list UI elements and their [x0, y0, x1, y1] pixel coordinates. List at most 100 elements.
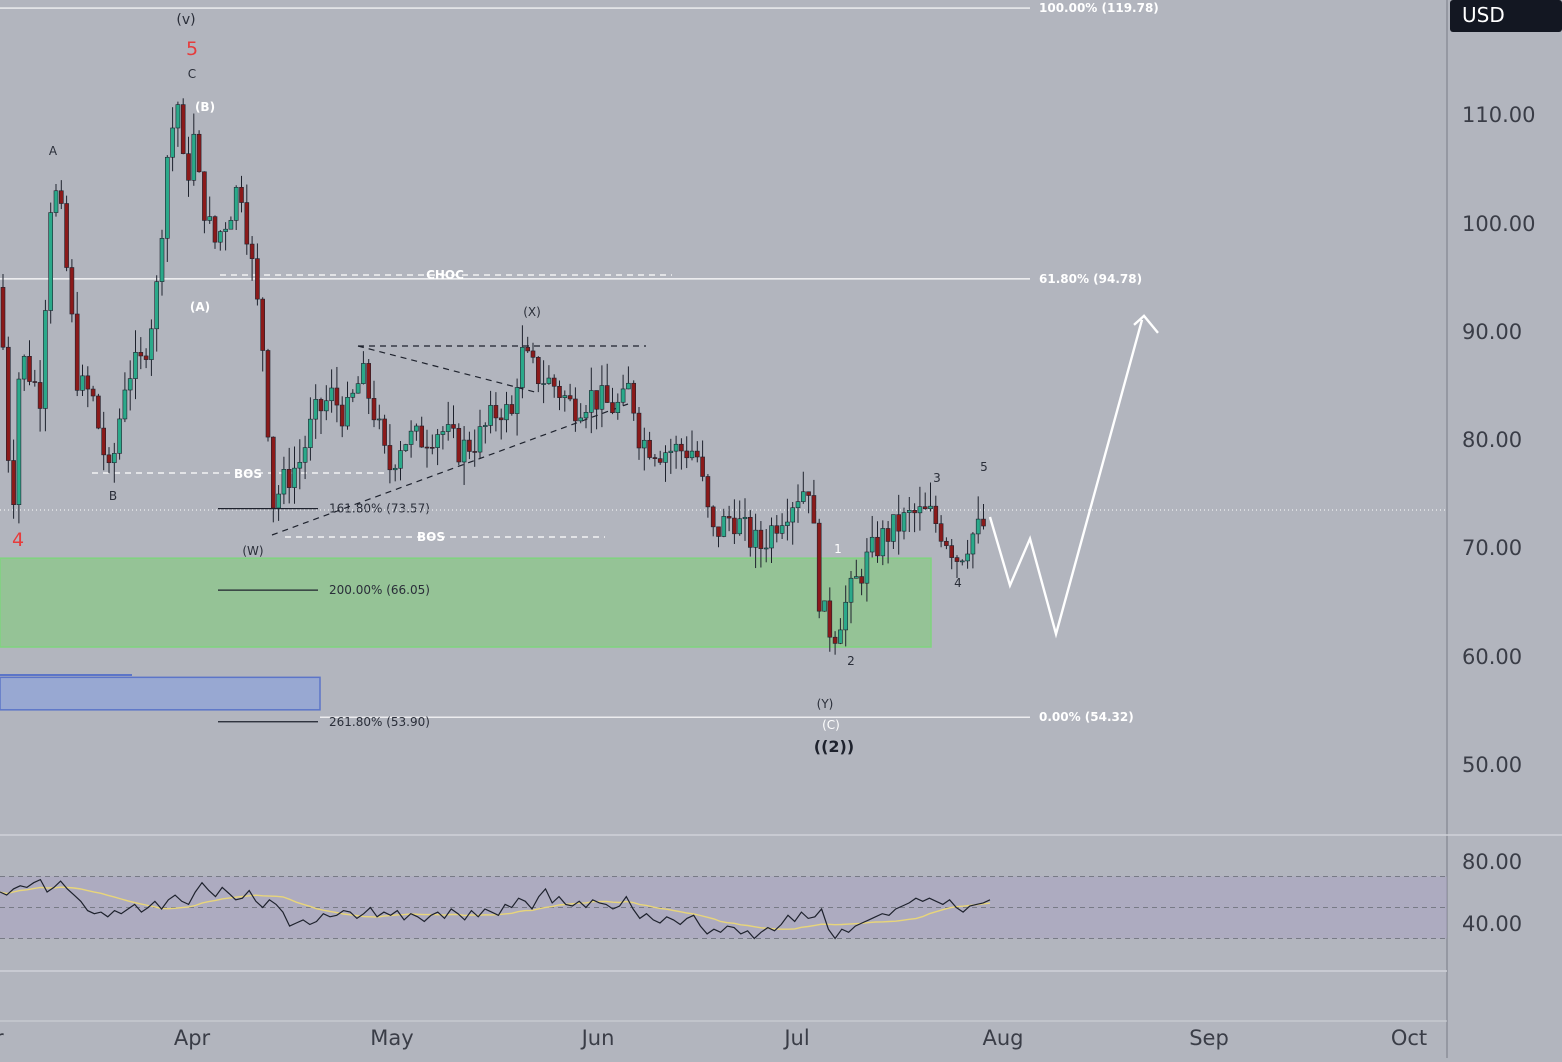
candle-body[interactable]	[514, 387, 520, 414]
fib-retracement[interactable]: 100.00% (119.78) 61.80% (94.78) 0.00% (5…	[0, 1, 1159, 724]
candle-body[interactable]	[96, 395, 101, 429]
candle-body[interactable]	[647, 439, 652, 458]
candle-body[interactable]	[435, 434, 440, 448]
candle-body[interactable]	[689, 450, 695, 459]
rsi-moving-average[interactable]	[0, 886, 991, 930]
candle-body[interactable]	[631, 382, 637, 414]
candle-body[interactable]	[869, 536, 875, 553]
candle-body[interactable]	[345, 397, 350, 427]
candle-body[interactable]	[912, 510, 917, 514]
candle-body[interactable]	[165, 156, 170, 239]
candle-body[interactable]	[790, 507, 796, 523]
candle-body[interactable]	[541, 383, 546, 385]
candle-body[interactable]	[408, 430, 414, 445]
candle-body[interactable]	[180, 104, 186, 154]
candle-body[interactable]	[112, 453, 117, 464]
candle-body[interactable]	[811, 495, 817, 524]
candle-body[interactable]	[949, 545, 955, 558]
candle-body[interactable]	[429, 447, 435, 449]
candle-body[interactable]	[981, 518, 986, 527]
candle-body[interactable]	[525, 347, 531, 352]
candle-body[interactable]	[424, 446, 430, 449]
candle-body[interactable]	[509, 404, 515, 414]
candle-body[interactable]	[965, 553, 970, 562]
candle-body[interactable]	[218, 231, 223, 243]
candle-body[interactable]	[657, 458, 663, 463]
candle-body[interactable]	[928, 505, 933, 510]
triangle-pattern[interactable]	[271, 345, 646, 536]
candle-body[interactable]	[16, 378, 22, 505]
candle-body[interactable]	[445, 424, 451, 432]
candle-body[interactable]	[313, 399, 319, 420]
candle-body[interactable]	[403, 444, 409, 451]
currency-badge[interactable]: USD	[1450, 0, 1562, 32]
candle-body[interactable]	[726, 516, 732, 519]
candle-body[interactable]	[710, 506, 716, 528]
candle-body[interactable]	[64, 203, 69, 268]
candle-body[interactable]	[74, 313, 80, 391]
order-block-zone[interactable]	[0, 676, 321, 711]
candle-body[interactable]	[106, 454, 112, 464]
candle-body[interactable]	[779, 525, 785, 534]
candle-body[interactable]	[329, 387, 334, 402]
rsi-indicator[interactable]	[0, 876, 1447, 940]
candle-body[interactable]	[170, 127, 175, 158]
candle-body[interactable]	[875, 536, 880, 557]
candle-body[interactable]	[456, 427, 462, 463]
candle-body[interactable]	[48, 212, 54, 311]
candle-body[interactable]	[85, 375, 91, 390]
candle-body[interactable]	[53, 190, 59, 213]
candle-body[interactable]	[822, 600, 827, 612]
candle-body[interactable]	[769, 525, 774, 549]
candle-body[interactable]	[223, 228, 228, 232]
candle-body[interactable]	[143, 355, 149, 360]
candle-body[interactable]	[488, 405, 493, 426]
candle-body[interactable]	[615, 401, 621, 413]
candle-body[interactable]	[0, 287, 6, 348]
candle-body[interactable]	[270, 436, 276, 509]
candle-body[interactable]	[594, 390, 599, 410]
candle-body[interactable]	[832, 636, 838, 644]
candle-body[interactable]	[785, 521, 790, 526]
candle-body[interactable]	[255, 258, 260, 300]
candle-body[interactable]	[355, 383, 361, 394]
candle-body[interactable]	[901, 512, 907, 532]
rsi-line[interactable]	[0, 878, 991, 940]
candle-body[interactable]	[159, 238, 165, 282]
candle-body[interactable]	[467, 439, 472, 452]
candle-body[interactable]	[318, 399, 324, 412]
candle-body[interactable]	[668, 450, 674, 453]
candle-body[interactable]	[37, 382, 43, 409]
candles[interactable]	[0, 98, 986, 655]
candle-body[interactable]	[944, 540, 949, 546]
candle-body[interactable]	[774, 525, 780, 534]
candle-body[interactable]	[398, 450, 403, 469]
candle-body[interactable]	[371, 398, 377, 421]
candle-body[interactable]	[885, 528, 891, 542]
candle-body[interactable]	[975, 518, 981, 535]
candle-body[interactable]	[816, 522, 822, 612]
candle-body[interactable]	[212, 216, 218, 243]
candle-body[interactable]	[196, 133, 202, 173]
candle-body[interactable]	[387, 445, 393, 471]
candle-body[interactable]	[117, 418, 122, 454]
candle-body[interactable]	[737, 518, 743, 535]
candle-body[interactable]	[149, 328, 154, 360]
candle-body[interactable]	[21, 356, 27, 380]
candle-body[interactable]	[838, 629, 843, 644]
candle-body[interactable]	[742, 516, 748, 520]
candle-body[interactable]	[747, 516, 753, 548]
candle-body[interactable]	[122, 389, 128, 420]
projection-path[interactable]	[988, 319, 1144, 639]
candle-body[interactable]	[636, 412, 642, 449]
candle-body[interactable]	[906, 510, 912, 513]
candle-body[interactable]	[535, 357, 541, 385]
candle-body[interactable]	[721, 516, 727, 537]
candle-body[interactable]	[101, 427, 106, 456]
candle-body[interactable]	[557, 385, 562, 398]
candle-body[interactable]	[440, 431, 446, 435]
candle-body[interactable]	[297, 461, 303, 469]
candle-body[interactable]	[567, 395, 573, 400]
candle-body[interactable]	[922, 506, 928, 510]
